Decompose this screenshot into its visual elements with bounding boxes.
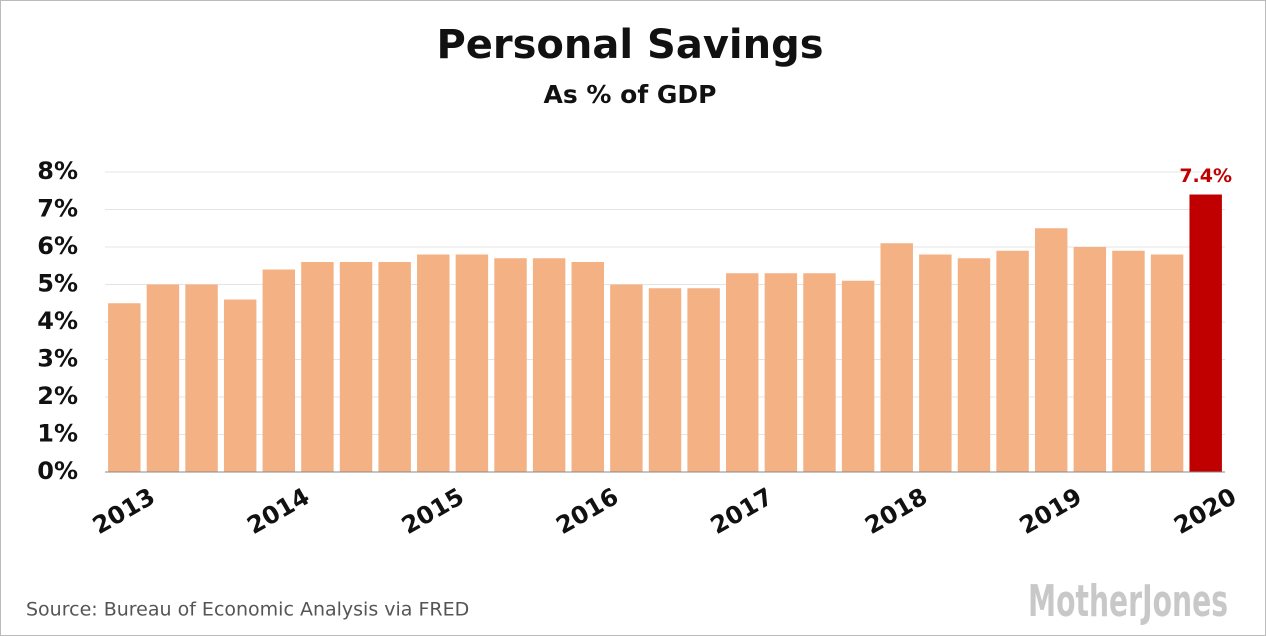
bar <box>1189 194 1222 472</box>
bar <box>108 303 141 472</box>
y-tick-label: 8% <box>37 157 78 185</box>
bar <box>185 284 218 472</box>
bar <box>494 258 527 472</box>
bar <box>764 273 798 472</box>
bar <box>1073 247 1107 472</box>
chart-subtitle: As % of GDP <box>543 80 716 109</box>
bar <box>146 284 180 472</box>
bar <box>223 299 257 472</box>
bar <box>957 258 991 472</box>
bar <box>841 280 875 472</box>
source: Source: Bureau of Economic Analysis via … <box>26 599 469 621</box>
y-tick-label: 7% <box>37 195 78 223</box>
bar <box>301 262 334 472</box>
y-tick-label: 1% <box>37 420 78 448</box>
bar <box>455 254 489 472</box>
chart-title: Personal Savings <box>436 22 823 68</box>
bar <box>687 288 720 472</box>
bar <box>880 243 913 472</box>
y-tick-label: 4% <box>37 307 78 335</box>
bar <box>262 269 296 472</box>
bar <box>1112 250 1145 472</box>
bar <box>1150 254 1184 472</box>
value-label: 7.4% <box>1179 165 1232 187</box>
bar <box>571 262 604 472</box>
bar <box>648 288 682 472</box>
bar <box>339 262 373 472</box>
bar <box>803 273 836 472</box>
bar <box>726 273 759 472</box>
y-tick-label: 3% <box>37 345 78 373</box>
bar <box>378 262 411 472</box>
bar <box>919 254 952 472</box>
bar <box>610 284 643 472</box>
bar <box>532 258 566 472</box>
bar <box>417 254 450 472</box>
bar <box>1034 228 1068 472</box>
y-tick-label: 5% <box>37 270 78 298</box>
y-tick-label: 2% <box>37 382 78 410</box>
logo: MotherJones <box>1028 576 1228 627</box>
bar <box>996 250 1029 472</box>
y-tick-label: 0% <box>37 457 78 485</box>
y-tick-label: 6% <box>37 232 78 260</box>
